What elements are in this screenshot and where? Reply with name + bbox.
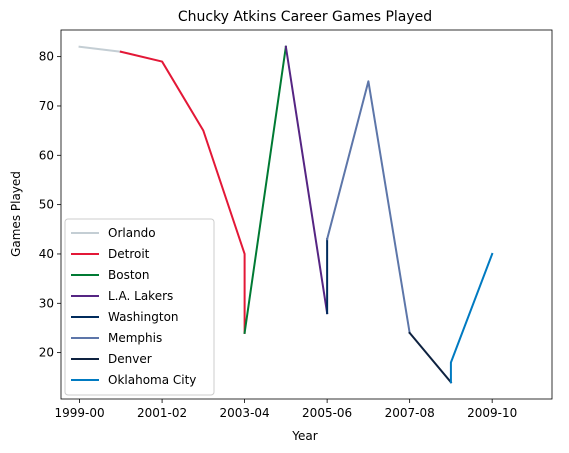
legend-label-memphis: Memphis [108, 331, 162, 345]
legend-label-detroit: Detroit [108, 247, 150, 261]
plot-frame [60, 29, 553, 400]
legend-box [64, 218, 215, 396]
series-line-oklahoma-city [449, 252, 494, 384]
y-tick-label: 30 [39, 296, 54, 310]
series-line-detroit [119, 50, 246, 334]
chart-title: Chucky Atkins Career Games Played [178, 9, 432, 25]
x-tick-label: 2005-06 [302, 406, 352, 420]
x-tick-label: 1999-00 [54, 406, 104, 420]
series-line-boston [243, 45, 288, 335]
legend-label-denver: Denver [108, 352, 152, 366]
x-tick-label: 2003-04 [220, 406, 270, 420]
series-line-denver [408, 331, 453, 384]
x-axis: 1999-00 2001-02 2003-04 2005-06 2007-08 2009-… [54, 399, 517, 420]
y-tick-label: 50 [39, 198, 54, 212]
legend-label-orlando: Orlando [108, 226, 156, 240]
series-line-l-a-lakers [284, 45, 329, 315]
x-tick-label: 2009-10 [467, 406, 517, 420]
x-tick-label: 2007-08 [385, 406, 435, 420]
legend-label-washington: Washington [108, 310, 179, 324]
y-tick-label: 40 [39, 247, 54, 261]
y-axis-label: Games Played [9, 171, 23, 257]
y-axis: 20 30 40 50 60 70 80 [39, 50, 61, 360]
series-layer [78, 45, 494, 384]
legend-label-oklahoma-city: Oklahoma City [108, 373, 196, 387]
y-tick-label: 80 [39, 50, 54, 64]
y-tick-label: 70 [39, 99, 54, 113]
y-tick-label: 20 [39, 346, 54, 360]
x-axis-label: Year [291, 429, 317, 443]
x-tick-label: 2001-02 [137, 406, 187, 420]
legend: Orlando Detroit Boston L.A. Lakers Washingto… [64, 218, 215, 396]
series-line-orlando [78, 45, 122, 53]
series-line-memphis [325, 80, 411, 335]
legend-label-boston: Boston [108, 268, 149, 282]
y-tick-label: 60 [39, 148, 54, 162]
legend-label-l-a-lakers: L.A. Lakers [108, 289, 173, 303]
